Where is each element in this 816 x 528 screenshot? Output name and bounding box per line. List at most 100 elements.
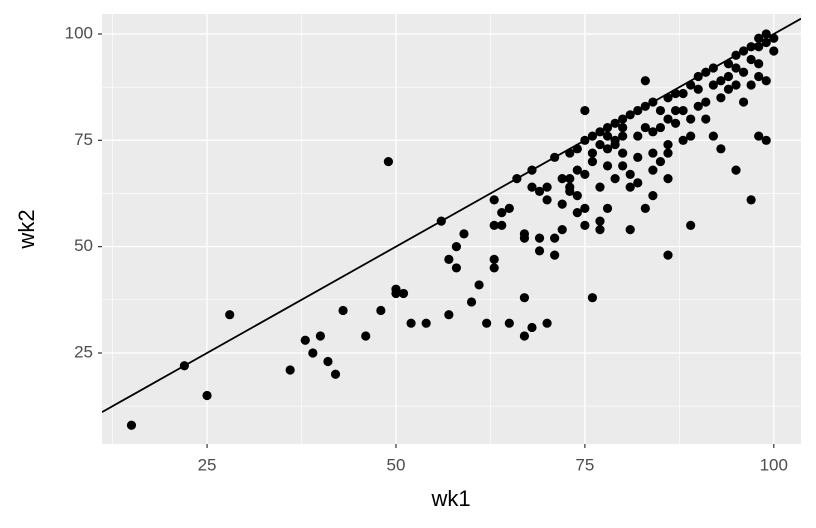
y-tick-label: 25: [74, 342, 93, 361]
point: [459, 229, 469, 239]
point: [519, 331, 530, 341]
point: [602, 144, 613, 154]
point: [686, 114, 696, 124]
point: [587, 293, 598, 303]
y-axis-title: wk2: [14, 209, 39, 249]
point: [602, 131, 613, 141]
point: [663, 173, 673, 184]
point: [542, 195, 552, 205]
point: [640, 76, 650, 86]
point: [716, 93, 726, 103]
x-axis-title: wk1: [430, 486, 470, 511]
point: [550, 250, 560, 260]
point: [383, 156, 394, 167]
point: [723, 71, 734, 82]
point: [572, 191, 582, 201]
y-tick-label: 100: [65, 23, 93, 42]
point: [587, 148, 598, 158]
point: [663, 148, 673, 158]
point: [489, 263, 499, 273]
point: [565, 182, 575, 192]
point: [542, 182, 552, 192]
point: [731, 63, 741, 73]
point: [557, 225, 567, 235]
point: [580, 169, 590, 179]
point: [618, 122, 628, 133]
point: [648, 127, 658, 137]
point: [618, 131, 628, 141]
point: [489, 220, 499, 230]
reference-line: [102, 17, 801, 413]
point: [285, 365, 295, 375]
point: [633, 178, 643, 188]
point: [482, 318, 492, 328]
point: [746, 80, 756, 90]
point: [618, 161, 628, 171]
point: [595, 139, 605, 150]
point: [625, 182, 635, 192]
point: [550, 233, 560, 243]
x-tick-label: 25: [198, 455, 217, 474]
point: [361, 331, 371, 341]
point: [565, 173, 575, 184]
point: [648, 165, 658, 175]
x-tick-label: 50: [386, 455, 405, 474]
point: [746, 54, 756, 65]
point: [497, 208, 507, 218]
point: [633, 152, 643, 162]
point: [716, 76, 726, 86]
point: [618, 148, 628, 158]
point: [534, 233, 545, 243]
point: [655, 156, 666, 167]
point: [580, 105, 590, 116]
point: [519, 233, 530, 243]
marks: [102, 17, 801, 430]
point: [542, 318, 552, 328]
point: [519, 293, 530, 303]
point: [738, 67, 749, 77]
point: [595, 216, 605, 226]
point: [557, 173, 567, 184]
point: [648, 191, 658, 201]
point: [406, 318, 416, 328]
point: [338, 305, 348, 316]
point: [376, 305, 386, 316]
point: [640, 203, 650, 213]
point: [678, 135, 688, 145]
point: [580, 203, 590, 213]
point: [731, 80, 741, 90]
point: [534, 246, 545, 256]
point: [572, 165, 582, 175]
point: [602, 203, 613, 213]
plot-panel: [102, 14, 801, 444]
point: [701, 97, 711, 107]
point: [708, 80, 718, 90]
point: [504, 203, 514, 213]
point: [678, 88, 688, 99]
point: [451, 263, 462, 273]
point: [670, 105, 681, 116]
point: [640, 122, 650, 133]
point: [693, 84, 703, 94]
point: [444, 254, 454, 265]
point: [769, 46, 779, 56]
point: [723, 84, 734, 94]
point: [746, 195, 756, 205]
point: [489, 195, 499, 205]
point: [308, 348, 318, 358]
point: [225, 310, 235, 320]
point: [489, 254, 499, 265]
point: [625, 169, 635, 179]
point: [202, 390, 212, 401]
point: [527, 182, 537, 192]
point: [398, 288, 409, 299]
point: [716, 144, 726, 154]
point: [633, 131, 643, 141]
point: [497, 220, 507, 230]
point: [126, 420, 137, 430]
x-tick-label: 100: [760, 455, 788, 474]
point: [580, 220, 590, 230]
point: [738, 97, 749, 107]
point: [534, 186, 545, 196]
point: [330, 369, 341, 379]
